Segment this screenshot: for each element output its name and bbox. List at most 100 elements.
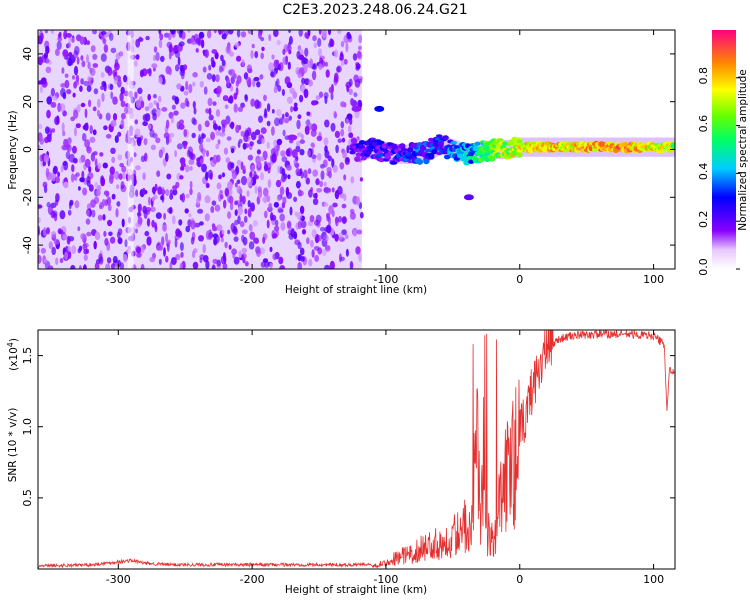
noise-blob [299,205,305,215]
noise-blob [134,128,141,138]
noise-blob [312,35,317,42]
noise-blob [248,224,253,232]
spectrogram-y-label: Frequency (Hz) [7,110,19,189]
noise-blob [142,187,146,195]
noise-blob [68,52,73,58]
noise-blob [75,172,80,177]
noise-blob [213,123,218,131]
noise-blob [142,121,148,127]
noise-blob [237,206,243,216]
noise-blob [240,31,247,38]
noise-blob [165,232,168,243]
noise-blob [123,74,128,83]
noise-blob [86,209,90,217]
noise-blob [96,109,101,117]
noise-blob [165,119,170,129]
noise-blob [62,130,66,137]
noise-blob [200,39,205,49]
noise-blob [80,78,84,85]
noise-blob [246,190,250,197]
noise-blob [146,236,152,246]
noise-blob [109,166,116,175]
noise-blob [227,30,234,35]
noise-blob [250,164,255,173]
noise-blob [286,147,293,157]
noise-blob [151,108,157,117]
signal-blob [466,155,473,160]
noise-blob [134,119,139,125]
noise-blob [276,195,282,202]
noise-blob [234,42,240,48]
noise-blob [271,153,277,163]
noise-blob [244,208,248,215]
noise-gap-stripe [127,30,134,269]
noise-blob [57,171,61,178]
noise-blob [323,181,327,187]
noise-blob [240,130,245,137]
noise-blob [43,227,47,237]
noise-blob [89,136,96,143]
noise-blob [224,104,229,110]
spectral-feature [351,105,362,112]
noise-blob [120,112,126,120]
noise-blob [114,135,119,144]
noise-blob [138,37,144,42]
noise-blob [328,86,334,94]
noise-blob [282,56,288,65]
noise-blob [104,237,109,246]
noise-blob [113,172,118,179]
noise-blob [307,60,313,69]
noise-blob [163,132,170,139]
noise-blob [158,258,162,265]
noise-blob [47,265,54,269]
noise-blob [61,122,65,132]
noise-blob [108,32,114,42]
noise-blob [78,157,82,164]
signal-blob [349,150,356,155]
noise-blob [278,256,284,265]
noise-blob [353,92,358,98]
noise-blob [250,131,257,141]
noise-blob [297,261,302,269]
noise-blob [109,236,116,244]
noise-blob [319,227,326,232]
x-tick-label: 0 [516,573,523,586]
noise-blob [355,65,360,71]
noise-blob [304,47,309,57]
noise-blob [192,72,198,78]
noise-blob [288,233,294,240]
noise-blob [48,241,53,249]
noise-blob [359,211,364,219]
noise-blob [329,260,335,269]
noise-blob [334,49,339,58]
noise-blob [80,233,86,240]
noise-blob [211,49,218,54]
noise-blob [247,200,251,208]
noise-blob [210,206,215,213]
noise-blob [160,55,165,63]
noise-blob [350,176,355,184]
noise-blob [266,219,270,229]
noise-blob [148,196,151,206]
signal-blob [384,155,391,160]
noise-blob [330,92,334,101]
noise-blob [117,154,123,161]
noise-blob [106,196,112,206]
noise-blob [273,30,279,37]
noise-blob [220,54,224,62]
noise-blob [144,230,150,237]
noise-blob [250,202,255,212]
noise-blob [282,129,286,137]
noise-blob [73,65,79,76]
noise-blob [205,182,210,189]
noise-blob [160,195,164,201]
noise-blob [307,168,312,175]
noise-blob [120,119,125,128]
noise-blob [105,133,112,139]
noise-blob [191,250,196,259]
noise-blob [306,237,310,245]
noise-blob [327,30,332,36]
noise-blob [263,94,267,102]
noise-blob [174,150,178,158]
noise-blob [192,261,199,269]
